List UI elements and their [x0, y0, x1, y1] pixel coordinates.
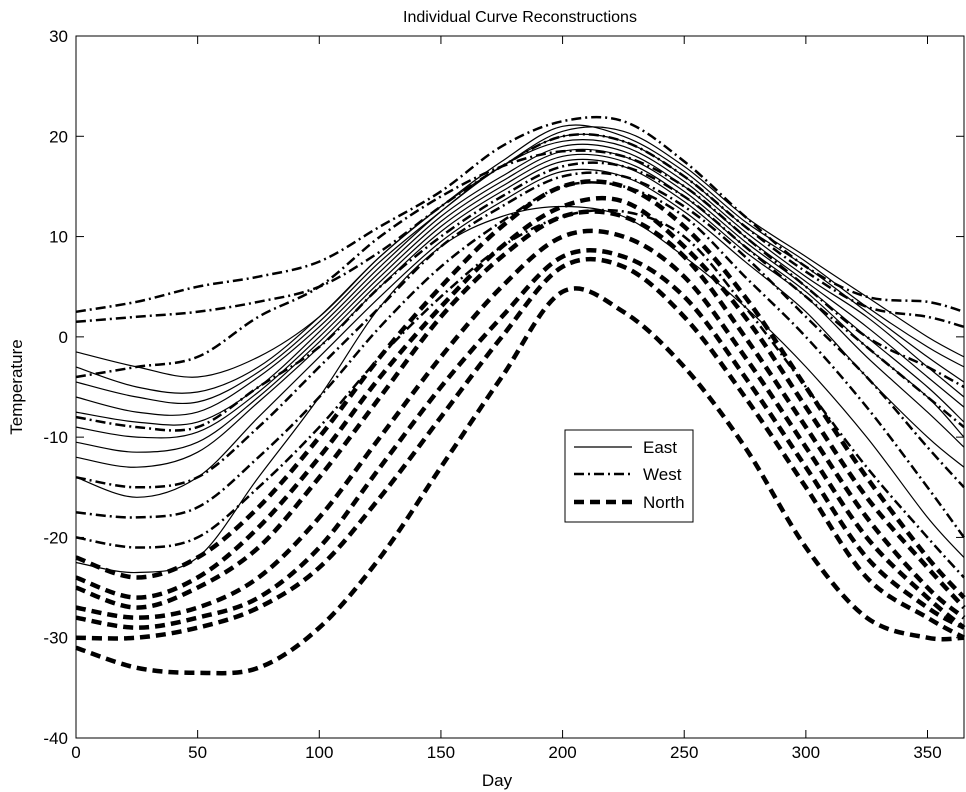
series-east-curve-1: [75, 126, 965, 378]
series-north-curve-3: [75, 209, 966, 620]
series-east-curve-9: [75, 168, 965, 498]
series-north-curve-4: [75, 228, 966, 630]
series-north-curve-2: [75, 195, 966, 610]
x-tick-label: 350: [913, 743, 941, 762]
x-tick-label: 200: [548, 743, 576, 762]
x-tick-label: 0: [71, 743, 80, 762]
y-tick-label: -20: [43, 528, 68, 547]
plot-frame: [75, 35, 965, 739]
series-north-curve-6: [75, 256, 966, 641]
series-east-curve-8: [75, 158, 965, 468]
plot-area: [75, 115, 966, 676]
series-west-curve-1: [75, 115, 965, 314]
series-east-curve-7: [75, 153, 965, 453]
series-west-curve-3: [75, 149, 965, 389]
y-tick-label: -10: [43, 428, 68, 447]
series-west-curve-2: [75, 133, 965, 329]
series-north-curve-7: [75, 286, 965, 676]
y-tick-label: -40: [43, 729, 68, 748]
chart-title: Individual Curve Reconstructions: [403, 9, 637, 26]
y-tick-label: 10: [49, 228, 68, 247]
y-axis-label: Temperature: [7, 339, 26, 434]
series-north-curve-5: [75, 248, 966, 630]
legend-label-north: North: [643, 493, 685, 512]
legend-box: [564, 429, 694, 523]
y-tick-label: 0: [59, 328, 68, 347]
x-tick-label: 300: [792, 743, 820, 762]
legend-label-west: West: [643, 465, 682, 484]
series-east-curve-3: [75, 133, 965, 405]
legend: East West North: [564, 429, 694, 523]
series-east-curve-2: [75, 124, 965, 394]
x-tick-label: 50: [188, 743, 207, 762]
x-axis-label: Day: [482, 771, 513, 790]
y-tick-label: 20: [49, 127, 68, 146]
legend-label-east: East: [643, 438, 677, 457]
x-tick-label: 150: [427, 743, 455, 762]
series-north-curve-1: [75, 179, 966, 600]
series-west-curve-5: [75, 171, 965, 489]
y-tick-label: -30: [43, 629, 68, 648]
y-tick-label: 30: [49, 27, 68, 46]
series-east-curve-5: [75, 143, 965, 426]
x-tick-label: 100: [305, 743, 333, 762]
series-west-curve-7: [75, 208, 965, 579]
series-east-curve-4: [75, 139, 965, 416]
x-tick-label: 250: [670, 743, 698, 762]
